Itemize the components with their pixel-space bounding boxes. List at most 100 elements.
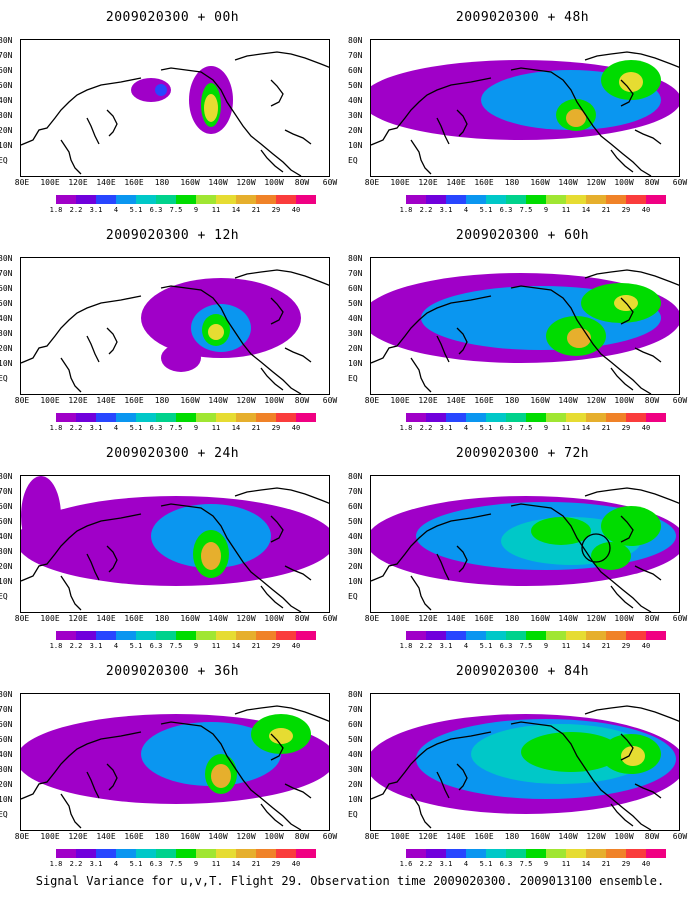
colorbar-swatch (406, 195, 426, 204)
longitude-label: 160E (124, 396, 144, 405)
colorbar-swatch (506, 849, 526, 858)
longitude-label: 140W (558, 614, 578, 623)
colorbar-swatch (426, 195, 446, 204)
colorbar-label: 7.5 (169, 642, 183, 650)
colorbar-swatch (196, 631, 216, 640)
latitude-label: 40N (0, 314, 13, 323)
longitude-label: 100E (40, 832, 60, 841)
colorbar-label: 11 (211, 860, 221, 868)
colorbar-label: 1.8 (49, 206, 63, 214)
colorbar-label: 14 (231, 206, 241, 214)
colorbar-label: 6.3 (499, 642, 513, 650)
colorbar-swatch (116, 631, 136, 640)
colorbar-swatch (526, 631, 546, 640)
map-plot (370, 39, 680, 177)
colorbar-swatch (276, 849, 296, 858)
latitude-label: 20N (0, 344, 13, 353)
map-panel: 2009020300 + 72h 80N 70N 60N 50N 40N 30N 20N 10N… (348, 436, 695, 658)
map-panel: 2009020300 + 00h 80N 70N 60N 50N 40N 30N 20N 10N… (0, 0, 345, 222)
colorbar-swatch (116, 413, 136, 422)
colorbar-label: 7.5 (169, 206, 183, 214)
latitude-label: 60N (0, 66, 13, 75)
latitude-label: 10N (348, 577, 363, 586)
colorbar-label: 2.2 (419, 642, 433, 650)
colorbar-label: 40 (641, 642, 651, 650)
longitude-label: 140W (208, 396, 228, 405)
latitude-label: 80N (348, 472, 363, 481)
longitude-label: 180 (154, 396, 170, 405)
colorbar-label: 14 (231, 642, 241, 650)
colorbar-label: 5.1 (479, 642, 493, 650)
longitude-label: 60W (672, 178, 688, 187)
variance-contour (601, 506, 661, 546)
colorbar-label: 4 (113, 860, 119, 868)
map-plot (20, 257, 330, 395)
latitude-label: 80N (0, 254, 13, 263)
colorbar-label: 21 (251, 424, 261, 432)
map-panel: 2009020300 + 84h 80N 70N 60N 50N 40N 30N 20N 10N… (348, 654, 695, 876)
colorbar (56, 849, 316, 858)
colorbar-label: 4 (113, 424, 119, 432)
longitude-label: 160E (474, 396, 494, 405)
colorbar-swatch (176, 195, 196, 204)
colorbar-swatch (606, 631, 626, 640)
colorbar-label: 1.8 (49, 642, 63, 650)
colorbar-label: 7.5 (519, 206, 533, 214)
colorbar-label: 29 (621, 206, 631, 214)
colorbar-swatch (176, 631, 196, 640)
colorbar-label: 9 (193, 642, 199, 650)
colorbar-label: 5.1 (129, 642, 143, 650)
latitude-label: EQ (0, 592, 8, 601)
colorbar (56, 631, 316, 640)
latitude-label: 70N (348, 705, 363, 714)
colorbar-swatch (236, 195, 256, 204)
colorbar-swatch (586, 631, 606, 640)
longitude-label: 80W (644, 178, 660, 187)
longitude-label: 160W (180, 396, 200, 405)
colorbar-swatch (176, 413, 196, 422)
colorbar-swatch (446, 849, 466, 858)
longitude-label: 160E (124, 614, 144, 623)
colorbar (406, 195, 666, 204)
latitude-label: 10N (0, 359, 13, 368)
latitude-label: 60N (348, 502, 363, 511)
colorbar-label: 3.1 (439, 642, 453, 650)
colorbar-swatch (546, 631, 566, 640)
variance-contour (521, 732, 621, 772)
longitude-label: 80W (294, 832, 310, 841)
colorbar (406, 413, 666, 422)
latitude-label: 70N (348, 269, 363, 278)
latitude-label: 50N (0, 299, 13, 308)
colorbar-label: 40 (291, 860, 301, 868)
longitude-label: 120W (586, 832, 606, 841)
colorbar-swatch (236, 631, 256, 640)
latitude-label: 40N (0, 532, 13, 541)
longitude-label: 160W (180, 178, 200, 187)
longitude-label: 160W (530, 178, 550, 187)
colorbar-label: 21 (601, 206, 611, 214)
colorbar-swatch (506, 195, 526, 204)
variance-contour (155, 84, 167, 96)
variance-contour (204, 94, 218, 122)
colorbar-swatch (426, 413, 446, 422)
panel-title: 2009020300 + 12h (105, 228, 240, 243)
longitude-label: 140E (96, 396, 116, 405)
colorbar-swatch (546, 195, 566, 204)
variance-contour (269, 728, 293, 744)
latitude-label: 30N (0, 547, 13, 556)
longitude-label: 120W (236, 614, 256, 623)
longitude-label: 80W (644, 832, 660, 841)
latitude-label: 10N (0, 141, 13, 150)
colorbar-swatch (256, 413, 276, 422)
colorbar-label: 5.1 (129, 860, 143, 868)
colorbar-label: 14 (231, 860, 241, 868)
colorbar-label: 7.5 (519, 424, 533, 432)
longitude-label: 100E (40, 396, 60, 405)
coastline (21, 705, 329, 830)
longitude-label: 160W (530, 832, 550, 841)
latitude-label: 30N (0, 765, 13, 774)
colorbar-swatch (426, 631, 446, 640)
latitude-label: 20N (0, 126, 13, 135)
latitude-label: 30N (0, 111, 13, 120)
colorbar-label: 6.3 (149, 206, 163, 214)
